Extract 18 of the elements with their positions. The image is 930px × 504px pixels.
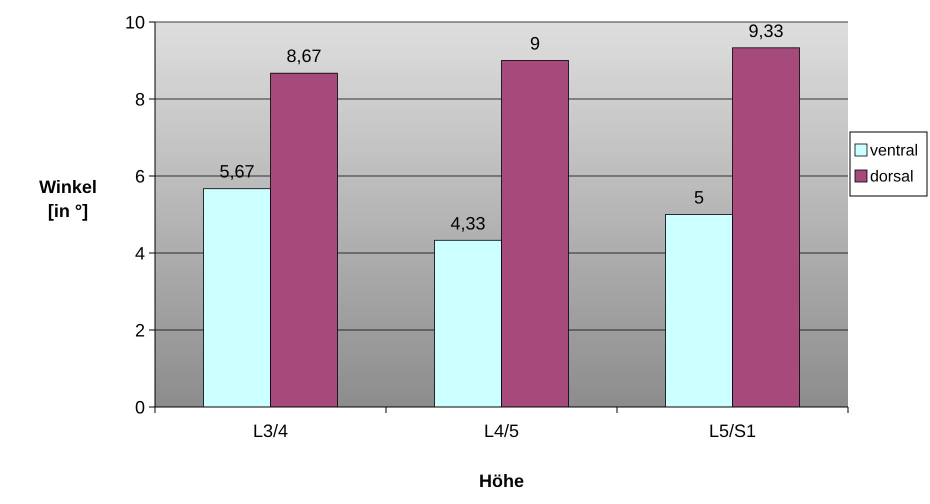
- x-tick-label: L3/4: [252, 421, 288, 441]
- x-axis-title: Höhe: [479, 471, 524, 491]
- x-tick-label: L5/S1: [708, 421, 756, 441]
- data-label: 9: [530, 34, 540, 54]
- data-label: 4,33: [450, 213, 486, 234]
- y-tick-label: 8: [134, 89, 145, 110]
- data-label: 9,33: [748, 20, 784, 41]
- y-tick-label: 6: [134, 166, 145, 186]
- x-tick-label: L4/5: [484, 421, 520, 441]
- y-tick-label: 10: [124, 12, 145, 32]
- y-axis-title: Winkel [in °]: [39, 177, 97, 221]
- data-label: 5: [694, 188, 704, 208]
- y-tick-label: 4: [134, 243, 145, 264]
- legend-label: ventral: [870, 142, 918, 160]
- data-label: 8,67: [286, 46, 322, 66]
- y-tick-label: 2: [134, 320, 145, 340]
- y-tick-label: 0: [134, 397, 145, 418]
- legend-label: dorsal: [870, 168, 914, 186]
